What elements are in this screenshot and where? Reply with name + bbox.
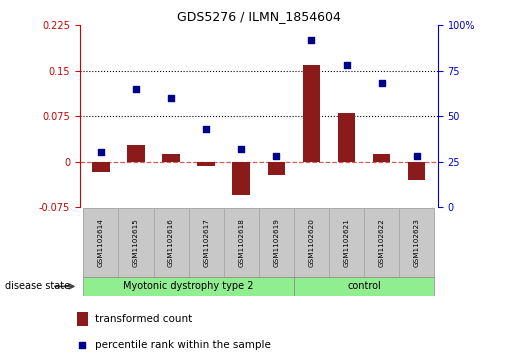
Bar <box>408 162 425 180</box>
FancyBboxPatch shape <box>83 277 294 296</box>
Text: disease state: disease state <box>5 281 70 291</box>
Bar <box>92 162 110 172</box>
Title: GDS5276 / ILMN_1854604: GDS5276 / ILMN_1854604 <box>177 10 341 23</box>
FancyBboxPatch shape <box>153 208 188 277</box>
Text: GSM1102614: GSM1102614 <box>98 218 104 267</box>
FancyBboxPatch shape <box>118 208 153 277</box>
FancyBboxPatch shape <box>224 208 259 277</box>
Text: GSM1102623: GSM1102623 <box>414 218 420 267</box>
Point <box>132 86 140 92</box>
Bar <box>127 144 145 162</box>
Bar <box>303 65 320 162</box>
Point <box>237 146 245 152</box>
Point <box>202 126 210 132</box>
Text: Myotonic dystrophy type 2: Myotonic dystrophy type 2 <box>124 281 254 291</box>
FancyBboxPatch shape <box>294 208 329 277</box>
Bar <box>197 162 215 166</box>
Point <box>167 95 175 101</box>
Point <box>377 81 386 86</box>
Point <box>413 153 421 159</box>
Point <box>97 150 105 155</box>
Bar <box>268 162 285 175</box>
FancyBboxPatch shape <box>83 208 118 277</box>
FancyBboxPatch shape <box>399 208 434 277</box>
FancyBboxPatch shape <box>188 208 224 277</box>
Point <box>272 153 281 159</box>
Bar <box>77 312 88 326</box>
FancyBboxPatch shape <box>259 208 294 277</box>
Bar <box>373 154 390 162</box>
Bar <box>338 113 355 162</box>
Text: GSM1102619: GSM1102619 <box>273 218 279 267</box>
Bar <box>162 154 180 162</box>
Text: GSM1102621: GSM1102621 <box>344 218 350 267</box>
Text: GSM1102616: GSM1102616 <box>168 218 174 267</box>
Point <box>342 62 351 68</box>
FancyBboxPatch shape <box>329 208 364 277</box>
Text: GSM1102615: GSM1102615 <box>133 218 139 267</box>
Bar <box>232 162 250 195</box>
FancyBboxPatch shape <box>364 208 399 277</box>
Point <box>78 342 87 347</box>
Text: percentile rank within the sample: percentile rank within the sample <box>95 339 271 350</box>
Text: GSM1102620: GSM1102620 <box>308 218 315 267</box>
Text: transformed count: transformed count <box>95 314 193 324</box>
Text: GSM1102618: GSM1102618 <box>238 218 244 267</box>
Text: GSM1102622: GSM1102622 <box>379 218 385 267</box>
Point <box>307 37 316 43</box>
FancyBboxPatch shape <box>294 277 434 296</box>
Text: control: control <box>347 281 381 291</box>
Text: GSM1102617: GSM1102617 <box>203 218 209 267</box>
